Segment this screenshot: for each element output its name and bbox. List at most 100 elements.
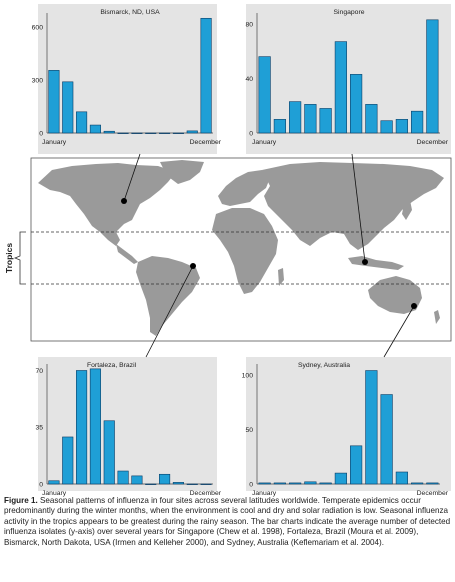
bar-2 bbox=[62, 81, 74, 134]
japan-land bbox=[402, 200, 412, 220]
bar-6 bbox=[334, 41, 347, 134]
bar-8 bbox=[365, 370, 378, 485]
bar-8 bbox=[145, 483, 157, 485]
chart-title: Singapore bbox=[334, 9, 365, 16]
central-america-land bbox=[116, 244, 138, 264]
x-tick-label-january: January bbox=[42, 139, 67, 146]
caption-text: Seasonal patterns of influenza in four s… bbox=[4, 496, 451, 547]
tropics-bracket bbox=[13, 231, 26, 285]
bar-10 bbox=[172, 132, 184, 134]
chart-fortaleza: Fortaleza, Brazil 0 35 70 January December bbox=[35, 357, 222, 497]
bar-7 bbox=[350, 445, 363, 485]
bar-2 bbox=[273, 119, 286, 134]
europe-land bbox=[218, 170, 270, 206]
north-america-land bbox=[38, 163, 176, 246]
chart-title: Sydney, Australia bbox=[298, 362, 350, 369]
bar-6 bbox=[117, 132, 129, 134]
bar-11 bbox=[186, 483, 198, 485]
bar-1 bbox=[258, 56, 271, 134]
location-marker-singapore bbox=[362, 259, 368, 265]
bar-8 bbox=[145, 132, 157, 134]
tropics-label: Tropics bbox=[4, 243, 14, 274]
caption-label: Figure 1. bbox=[4, 496, 38, 505]
x-tick-label-december: December bbox=[417, 139, 449, 146]
bar-7 bbox=[131, 132, 143, 134]
bar-1 bbox=[48, 70, 60, 134]
chart-panel-background bbox=[246, 357, 451, 491]
bar-2 bbox=[273, 482, 286, 485]
y-tick-label: 0 bbox=[39, 482, 43, 489]
bar-9 bbox=[380, 120, 393, 134]
bar-7 bbox=[350, 74, 363, 134]
bar-11 bbox=[411, 110, 424, 134]
australia-land bbox=[368, 276, 422, 314]
pointer-line-bismarck bbox=[123, 153, 141, 202]
bar-11 bbox=[411, 482, 424, 485]
y-tick-label: 100 bbox=[242, 372, 254, 379]
bar-4 bbox=[89, 124, 101, 134]
x-tick-label-december: December bbox=[190, 490, 222, 497]
africa-land bbox=[212, 208, 278, 294]
bar-12 bbox=[200, 483, 212, 485]
y-tick-label: 0 bbox=[249, 131, 253, 138]
south-america-land bbox=[136, 256, 200, 336]
world-map: Tropics bbox=[4, 157, 452, 342]
bar-6 bbox=[117, 470, 129, 485]
bar-1 bbox=[48, 480, 60, 485]
y-tick-label: 40 bbox=[245, 76, 253, 83]
y-tick-label: 80 bbox=[245, 21, 253, 28]
greenland-land bbox=[160, 160, 204, 184]
bar-12 bbox=[426, 482, 439, 485]
bar-9 bbox=[159, 132, 171, 134]
madagascar-land bbox=[278, 268, 284, 286]
bar-9 bbox=[159, 473, 171, 485]
bar-10 bbox=[395, 119, 408, 134]
bar-12 bbox=[426, 19, 439, 134]
bar-6 bbox=[334, 472, 347, 485]
chart-singapore: Singapore 0 40 80 January December bbox=[245, 4, 451, 154]
x-tick-label-december: December bbox=[417, 490, 449, 497]
bar-2 bbox=[62, 436, 74, 485]
pointer-line-singapore bbox=[351, 153, 366, 263]
bar-5 bbox=[103, 420, 115, 485]
bar-3 bbox=[289, 101, 302, 134]
indonesia-land bbox=[348, 256, 404, 270]
bar-9 bbox=[380, 394, 393, 485]
x-tick-label-january: January bbox=[252, 139, 277, 146]
bar-3 bbox=[76, 111, 88, 134]
chart-title: Bismarck, ND, USA bbox=[100, 9, 160, 16]
x-tick-label-december: December bbox=[190, 139, 222, 146]
bar-4 bbox=[304, 481, 317, 485]
bar-4 bbox=[304, 104, 317, 134]
location-marker-fortaleza bbox=[190, 263, 196, 269]
bar-11 bbox=[186, 130, 198, 134]
bar-3 bbox=[76, 370, 88, 485]
asia-land bbox=[262, 162, 444, 250]
bar-10 bbox=[395, 471, 408, 485]
bar-7 bbox=[131, 475, 143, 485]
pointer-line-sydney bbox=[383, 305, 415, 358]
y-tick-label: 600 bbox=[32, 25, 44, 32]
figure-caption: Figure 1. Seasonal patterns of influenza… bbox=[4, 496, 451, 548]
bar-12 bbox=[200, 17, 212, 134]
new-zealand-land bbox=[434, 310, 440, 324]
chart-title: Fortaleza, Brazil bbox=[87, 362, 137, 369]
bar-10 bbox=[172, 482, 184, 485]
y-tick-label: 0 bbox=[249, 482, 253, 489]
bar-8 bbox=[365, 104, 378, 134]
location-marker-bismarck bbox=[121, 198, 127, 204]
bar-5 bbox=[319, 108, 332, 134]
land-masses bbox=[38, 160, 444, 336]
location-marker-sydney bbox=[411, 303, 417, 309]
bar-5 bbox=[103, 130, 115, 134]
x-tick-label-january: January bbox=[252, 490, 277, 497]
y-tick-label: 300 bbox=[32, 78, 44, 85]
y-tick-label: 35 bbox=[35, 425, 43, 432]
y-tick-label: 50 bbox=[245, 427, 253, 434]
y-tick-label: 70 bbox=[35, 368, 43, 375]
bar-1 bbox=[258, 482, 271, 485]
y-tick-label: 0 bbox=[39, 131, 43, 138]
